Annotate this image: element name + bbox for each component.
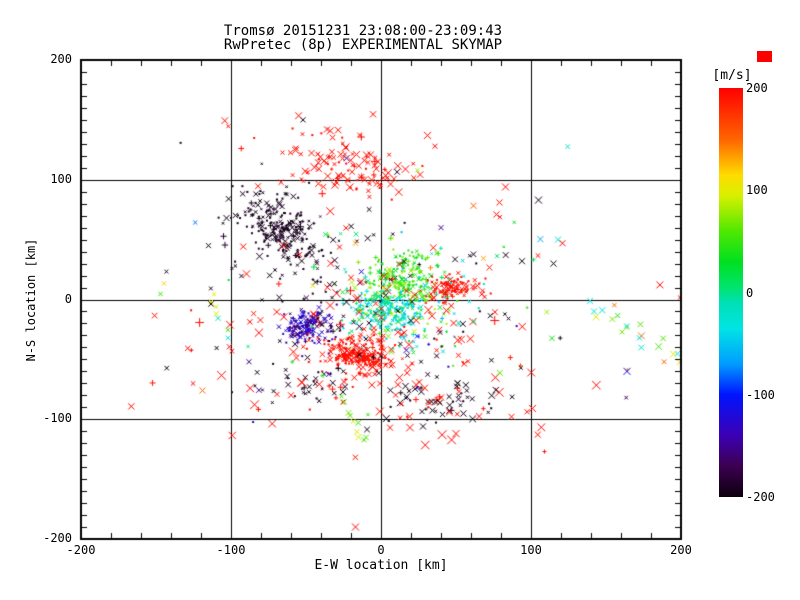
- colorbar-tick-label: 200: [746, 81, 768, 95]
- y-tick-label: 200: [50, 52, 72, 66]
- x-tick-label: 100: [520, 543, 542, 557]
- colorbar-tick-label: 0: [746, 285, 754, 300]
- x-axis-title: E-W location [km]: [314, 558, 448, 573]
- colorbar-tick-label: -100: [746, 387, 775, 402]
- colorbar-tick-label: -200: [746, 490, 775, 504]
- y-tick-label: 100: [50, 171, 72, 186]
- y-tick-label: -200: [43, 531, 72, 545]
- colorbar-tick-label: 100: [746, 183, 768, 198]
- y-tick-label: 0: [64, 291, 72, 306]
- x-tick-label: -100: [216, 543, 246, 557]
- colorbar-units-label: [m/s]: [712, 68, 752, 83]
- colorbar-gradient: [719, 88, 743, 497]
- plot-title-block: Tromsø 20151231 23:08:00-23:09:43 RwPret…: [63, 24, 663, 52]
- x-tick-label: 200: [670, 543, 692, 557]
- x-tick-label: 0: [377, 543, 385, 557]
- y-tick-label: -100: [43, 411, 72, 426]
- plot-title-line2: RwPretec (8p) EXPERIMENTAL SKYMAP: [223, 37, 503, 53]
- x-tick-label: -200: [66, 543, 96, 557]
- colorbar-over-range-marker: [757, 51, 772, 62]
- plot-title-line1: Tromsø 20151231 23:08:00-23:09:43: [223, 23, 503, 39]
